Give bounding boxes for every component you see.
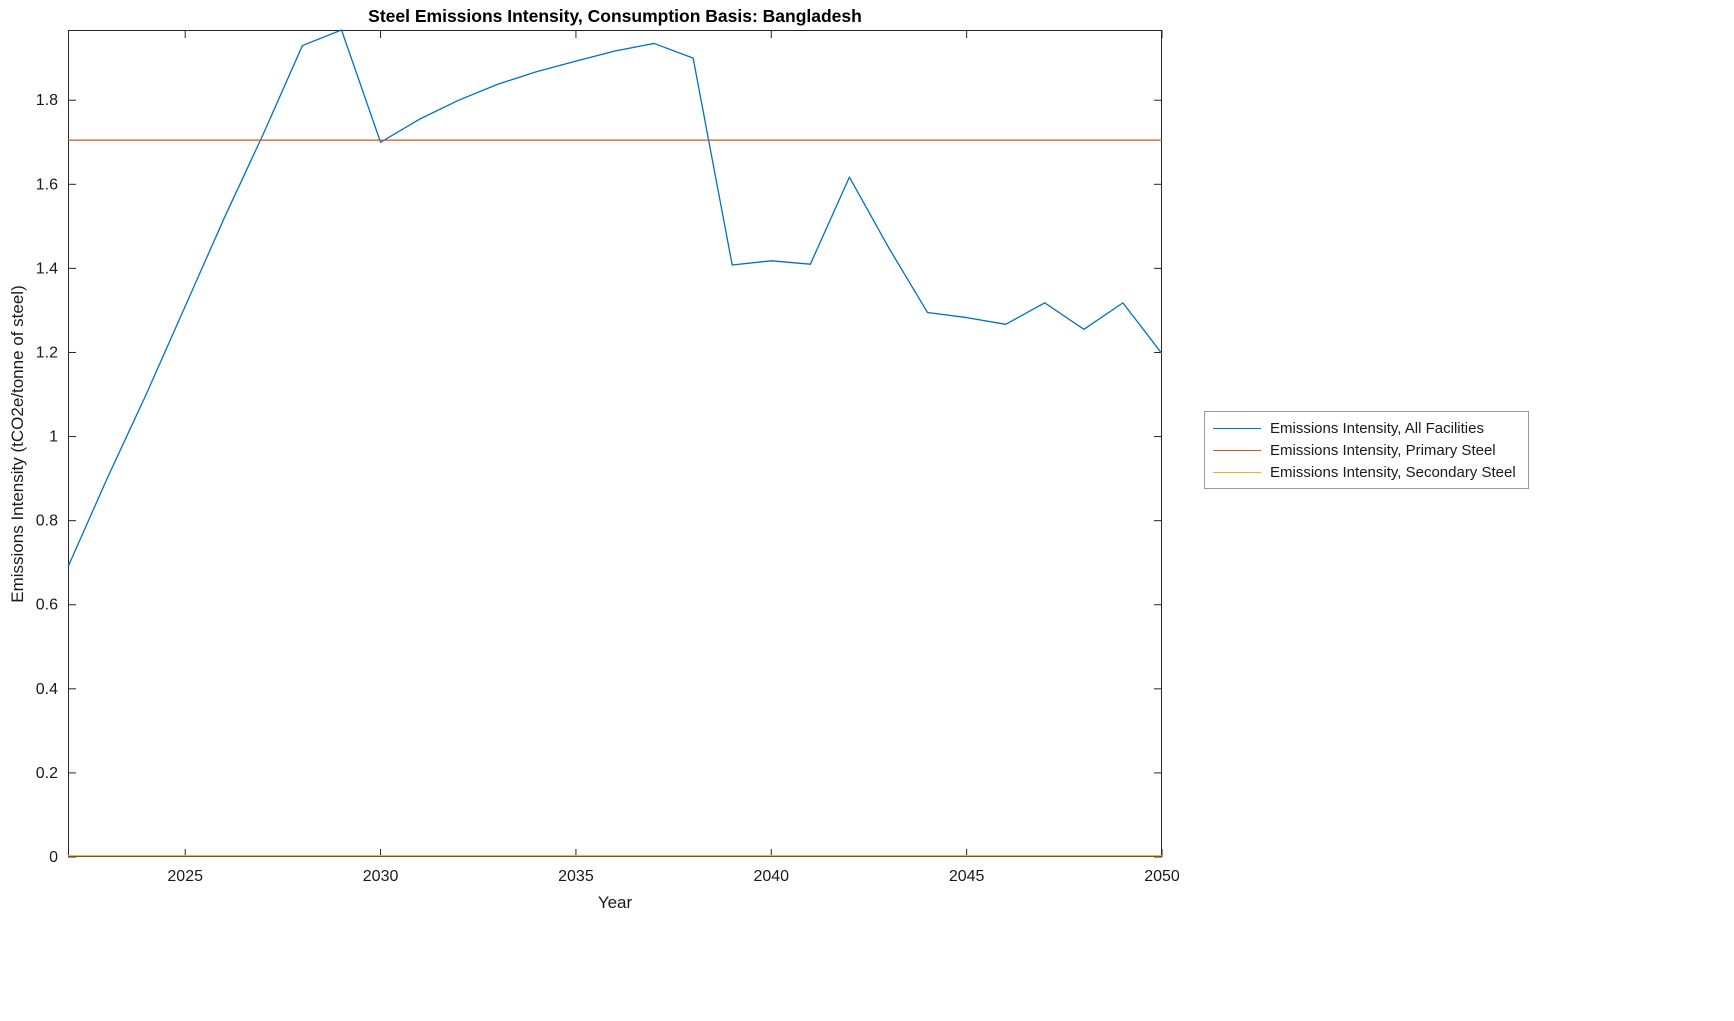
legend-label: Emissions Intensity, Secondary Steel	[1270, 463, 1516, 481]
series-line-0	[67, 29, 1163, 568]
y-tick-label: 1.6	[36, 176, 58, 193]
x-tick-label: 2030	[363, 868, 399, 885]
x-tick-label: 2040	[753, 868, 789, 885]
legend-line-sample-primary-steel	[1213, 449, 1261, 451]
x-tick-label: 2045	[949, 868, 985, 885]
y-tick-label: 1.8	[36, 92, 58, 109]
legend-line-sample-secondary-steel	[1213, 471, 1261, 473]
legend-item-primary-steel: Emissions Intensity, Primary Steel	[1213, 441, 1516, 459]
y-tick-label: 0	[49, 849, 58, 866]
x-tick-label: 2035	[558, 868, 594, 885]
y-axis-label: Emissions Intensity (tCO2e/tonne of stee…	[8, 285, 27, 603]
y-tick-label: 0.8	[36, 513, 58, 530]
x-axis-label: Year	[597, 893, 633, 912]
chart-title: Steel Emissions Intensity, Consumption B…	[368, 6, 862, 26]
legend-item-all-facilities: Emissions Intensity, All Facilities	[1213, 419, 1516, 437]
x-tick-label: 2050	[1144, 868, 1180, 885]
y-tick-label: 1.2	[36, 344, 58, 361]
y-tick-label: 0.6	[36, 597, 58, 614]
legend-item-secondary-steel: Emissions Intensity, Secondary Steel	[1213, 463, 1516, 481]
legend-label: Emissions Intensity, Primary Steel	[1270, 441, 1496, 459]
axes-box	[68, 30, 1162, 857]
y-tick-label: 1.4	[36, 260, 58, 277]
legend-box: Emissions Intensity, All Facilities Emis…	[1204, 411, 1529, 489]
y-tick-label: 1	[49, 429, 58, 446]
y-tick-label: 0.2	[36, 765, 58, 782]
legend-label: Emissions Intensity, All Facilities	[1270, 419, 1484, 437]
x-tick-label: 2025	[167, 868, 203, 885]
legend-line-sample-all-facilities	[1213, 427, 1261, 429]
y-tick-label: 0.4	[36, 681, 58, 698]
